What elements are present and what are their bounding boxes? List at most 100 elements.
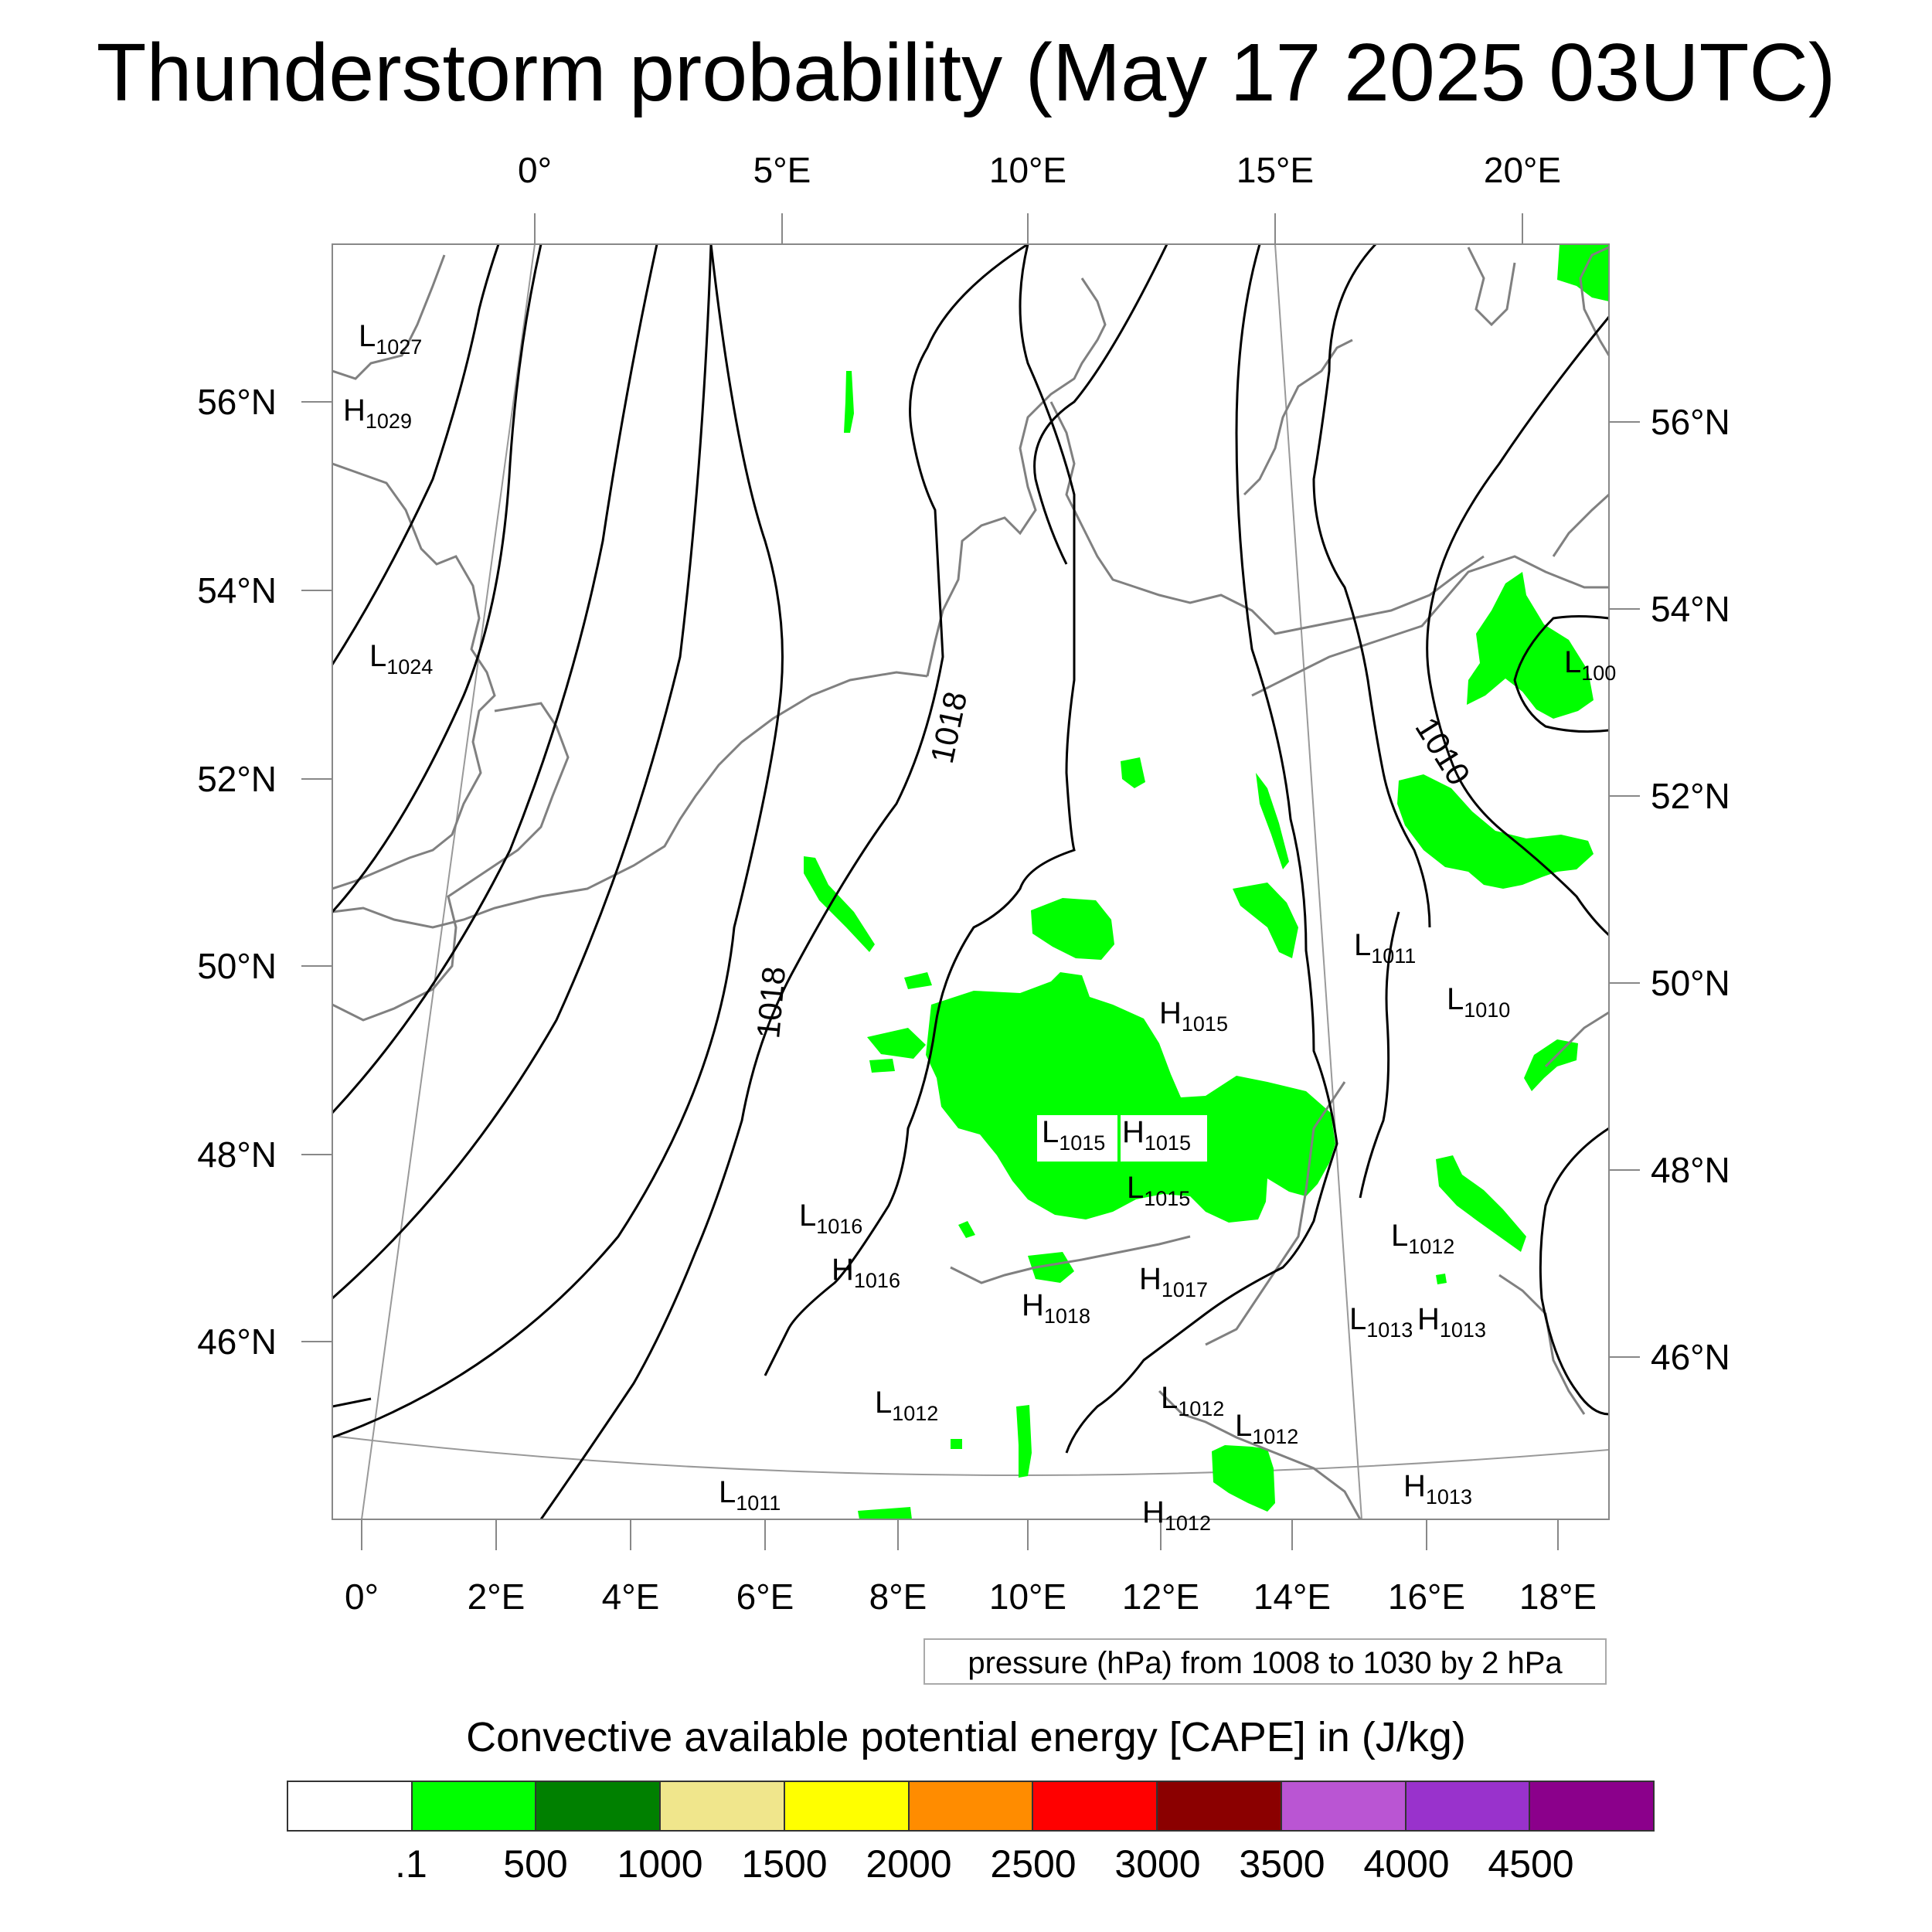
- pressure-center-label: H1016: [832, 1253, 900, 1292]
- pressure-center-label: L1024: [369, 639, 433, 679]
- pressure-center-label: L1012: [1235, 1409, 1298, 1448]
- left-lat-label: 46°N: [197, 1321, 277, 1362]
- colorbar-label: 500: [503, 1842, 568, 1886]
- pressure-center-label: L1016: [799, 1199, 862, 1238]
- pressure-center-value: 1012: [892, 1402, 938, 1425]
- top-lon-label: 10°E: [989, 150, 1066, 190]
- left-lat-label: 56°N: [197, 382, 277, 422]
- top-lon-label: 20°E: [1484, 150, 1561, 190]
- pressure-center-value: 1010: [1464, 998, 1510, 1022]
- right-lat-labels: 56°N 54°N 52°N 50°N 48°N 46°N: [1651, 402, 1730, 1377]
- bottom-lon-label: 6°E: [736, 1577, 794, 1617]
- colorbar-swatch: [1406, 1782, 1531, 1830]
- pressure-center-label: L1012: [875, 1386, 938, 1425]
- bottom-lon-label: 14°E: [1253, 1577, 1331, 1617]
- pressure-center-value: 1016: [816, 1215, 862, 1238]
- pressure-center-type: H: [1142, 1495, 1165, 1529]
- pressure-center-label: H1029: [343, 393, 412, 433]
- cape-area-central: [926, 972, 1335, 1223]
- pressure-center-label: L1015: [1042, 1115, 1105, 1155]
- pressure-center-labels: L1027 H1029 L1024 L100 L1011 H1015 L1010…: [343, 319, 1616, 1535]
- pressure-center-value: 100: [1581, 662, 1616, 685]
- cape-area-east: [1397, 774, 1594, 889]
- bottom-lon-label: 0°: [345, 1577, 379, 1617]
- contour-labels: 1018 1018 1010: [750, 689, 1478, 1040]
- isobar-label: 1018: [923, 689, 974, 767]
- map-frame: [332, 243, 1610, 1520]
- pressure-center-type: H: [1159, 996, 1182, 1030]
- bottom-lon-label: 4°E: [602, 1577, 660, 1617]
- label-backgrounds: [1037, 1115, 1207, 1162]
- pressure-center-label: L1012: [1161, 1381, 1224, 1420]
- left-lat-label: 48°N: [197, 1134, 277, 1175]
- colorbar-label: 4000: [1363, 1842, 1450, 1886]
- pressure-center-value: 1011: [1371, 944, 1416, 968]
- pressure-center-label: H1012: [1142, 1495, 1211, 1535]
- cape-areas: [804, 244, 1609, 1519]
- bottom-lon-label: 2°E: [468, 1577, 526, 1617]
- pressure-center-value: 1013: [1426, 1485, 1472, 1509]
- colorbar-label: 1000: [617, 1842, 703, 1886]
- colorbar: [287, 1781, 1655, 1832]
- pressure-center-label: L1011: [719, 1475, 781, 1515]
- pressure-center-value: 1017: [1162, 1278, 1208, 1301]
- colorbar-swatch: [536, 1782, 662, 1830]
- pressure-center-value: 1012: [1252, 1425, 1298, 1448]
- pressure-center-type: L: [1042, 1115, 1059, 1149]
- map-area: [332, 244, 1609, 1519]
- pressure-center-label: L100: [1564, 645, 1616, 685]
- pressure-center-type: L: [799, 1199, 816, 1233]
- isobar-label: 1018: [750, 965, 792, 1040]
- pressure-center-value: 1015: [1182, 1012, 1228, 1036]
- pressure-center-type: L: [1391, 1219, 1408, 1253]
- pressure-center-type: L: [369, 639, 386, 673]
- top-lon-label: 15°E: [1236, 150, 1314, 190]
- pressure-center-type: L: [1161, 1381, 1178, 1415]
- isobars: [332, 244, 1609, 1519]
- pressure-center-value: 1013: [1366, 1318, 1413, 1342]
- pressure-center-label: L1010: [1447, 982, 1510, 1022]
- pressure-center-value: 1015: [1144, 1187, 1190, 1210]
- pressure-center-type: H: [343, 393, 366, 427]
- colorbar-title: Convective available potential energy [C…: [466, 1714, 1466, 1760]
- pressure-center-type: L: [1235, 1409, 1252, 1443]
- pressure-center-type: H: [832, 1253, 854, 1287]
- pressure-center-value: 1024: [386, 655, 433, 679]
- pressure-center-value: 1018: [1044, 1304, 1090, 1328]
- pressure-center-label: H1013: [1403, 1469, 1472, 1509]
- bottom-lon-label: 10°E: [989, 1577, 1066, 1617]
- cape-area-south: [1212, 1445, 1275, 1512]
- colorbar-swatch: [288, 1782, 413, 1830]
- pressure-center-type: L: [359, 319, 376, 353]
- page-title: Thunderstorm probability (May 17 2025 03…: [96, 27, 1836, 118]
- top-lon-label: 5°E: [753, 150, 811, 190]
- coastlines: [332, 246, 1609, 1519]
- pressure-center-type: H: [1122, 1115, 1145, 1149]
- pressure-center-label: H1013: [1417, 1302, 1486, 1342]
- right-lat-label: 50°N: [1651, 963, 1730, 1003]
- pressure-center-value: 1013: [1440, 1318, 1486, 1342]
- pressure-center-label: L1012: [1391, 1219, 1454, 1258]
- pressure-center-value: 1012: [1178, 1397, 1224, 1420]
- pressure-center-label: H1018: [1022, 1288, 1090, 1328]
- left-lat-labels: 56°N 54°N 52°N 50°N 48°N 46°N: [197, 382, 277, 1362]
- pressure-center-value: 1029: [366, 410, 412, 433]
- right-lat-label: 54°N: [1651, 589, 1730, 629]
- colorbar-swatch: [1158, 1782, 1282, 1830]
- bottom-lon-label: 18°E: [1519, 1577, 1597, 1617]
- colorbar-label: 3000: [1114, 1842, 1201, 1886]
- colorbar-swatch: [1033, 1782, 1158, 1830]
- left-lat-label: 54°N: [197, 570, 277, 611]
- colorbar-label: 4500: [1488, 1842, 1574, 1886]
- pressure-center-value: 1015: [1059, 1131, 1105, 1155]
- contour-info-box: pressure (hPa) from 1008 to 1030 by 2 hP…: [923, 1638, 1607, 1685]
- pressure-center-label: L1015: [1127, 1171, 1190, 1210]
- pressure-center-label: L1027: [359, 319, 422, 359]
- pressure-center-type: L: [1447, 982, 1464, 1016]
- right-lat-label: 56°N: [1651, 402, 1730, 442]
- bottom-lon-label: 8°E: [869, 1577, 927, 1617]
- colorbar-swatch: [661, 1782, 785, 1830]
- colorbar-label: 2500: [990, 1842, 1077, 1886]
- colorbar-swatch: [784, 1782, 910, 1830]
